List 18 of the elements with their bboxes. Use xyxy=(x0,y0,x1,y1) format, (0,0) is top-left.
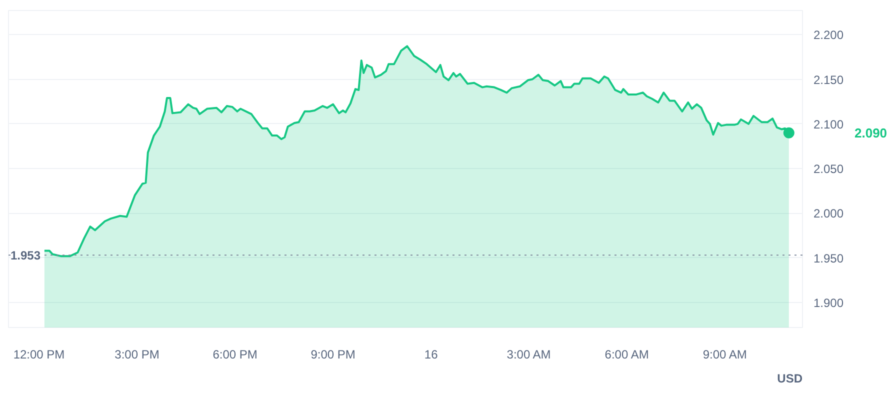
x-tick-label: 3:00 PM xyxy=(114,348,160,362)
x-tick-label: 9:00 PM xyxy=(310,348,356,362)
y-tick-label: 1.950 xyxy=(814,251,844,266)
x-tick-label: 9:00 AM xyxy=(702,348,747,362)
ref-line-label: 1.953 xyxy=(10,248,41,263)
x-tick-label: 12:00 PM xyxy=(13,348,65,362)
y-tick-label: 2.050 xyxy=(814,162,844,176)
text: 2.090 xyxy=(854,125,888,140)
y-tick-label: 1.900 xyxy=(814,296,844,310)
x-tick-label: 16 xyxy=(424,348,438,362)
y-tick-label: 2.000 xyxy=(814,206,844,221)
y-tick-label: 2.200 xyxy=(814,28,844,42)
y-tick-label: 2.100 xyxy=(814,117,844,132)
x-tick-label: 6:00 PM xyxy=(212,348,258,362)
x-tick-label: 3:00 AM xyxy=(506,348,551,362)
x-tick-label: 6:00 AM xyxy=(604,348,649,362)
text: USD xyxy=(777,372,803,386)
y-tick-label: 2.150 xyxy=(814,72,844,87)
